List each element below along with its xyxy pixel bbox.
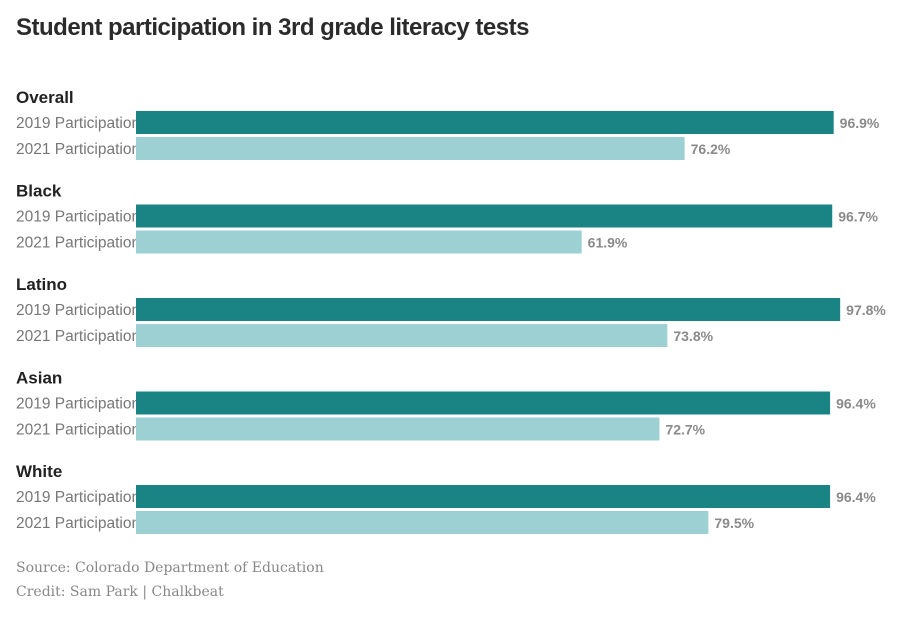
row-label-asian-1: 2021 Participation xyxy=(16,422,140,439)
group-label-latino: Latino xyxy=(16,275,67,294)
group-label-asian: Asian xyxy=(16,369,62,388)
value-label-latino-0: 97.8% xyxy=(846,302,886,318)
bar-black-0 xyxy=(136,204,833,228)
source-note: Source: Colorado Department of Education xyxy=(16,560,324,576)
value-label-white-0: 96.4% xyxy=(836,489,876,505)
group-label-overall: Overall xyxy=(16,88,74,107)
value-label-overall-1: 76.2% xyxy=(691,141,731,157)
row-label-white-0: 2019 Participation xyxy=(16,489,140,506)
row-label-white-1: 2021 Participation xyxy=(16,515,140,532)
row-label-black-0: 2019 Participation xyxy=(16,209,140,226)
bar-overall-0 xyxy=(136,111,834,134)
credit-note: Credit: Sam Park | Chalkbeat xyxy=(16,584,224,600)
row-label-latino-0: 2019 Participation xyxy=(16,302,140,319)
group-label-white: White xyxy=(16,462,62,481)
bar-asian-1 xyxy=(136,417,660,441)
value-label-asian-0: 96.4% xyxy=(836,396,876,412)
bar-white-0 xyxy=(136,485,831,508)
value-label-overall-0: 96.9% xyxy=(840,115,880,131)
bar-latino-0 xyxy=(136,298,841,321)
value-label-latino-1: 73.8% xyxy=(673,328,713,344)
value-label-black-1: 61.9% xyxy=(588,235,628,251)
value-label-black-0: 96.7% xyxy=(838,209,878,225)
chart-title: Student participation in 3rd grade liter… xyxy=(16,14,529,41)
bar-white-1 xyxy=(136,511,709,534)
value-label-asian-1: 72.7% xyxy=(665,422,705,438)
bar-latino-1 xyxy=(136,324,668,347)
row-label-overall-0: 2019 Participation xyxy=(16,115,140,132)
bar-asian-0 xyxy=(136,391,831,415)
bar-overall-1 xyxy=(136,137,685,160)
group-label-black: Black xyxy=(16,182,62,201)
row-label-latino-1: 2021 Participation xyxy=(16,328,140,345)
row-label-asian-0: 2019 Participation xyxy=(16,396,140,413)
row-label-overall-1: 2021 Participation xyxy=(16,141,140,158)
value-label-white-1: 79.5% xyxy=(714,515,754,531)
row-label-black-1: 2021 Participation xyxy=(16,235,140,252)
bar-black-1 xyxy=(136,230,582,254)
